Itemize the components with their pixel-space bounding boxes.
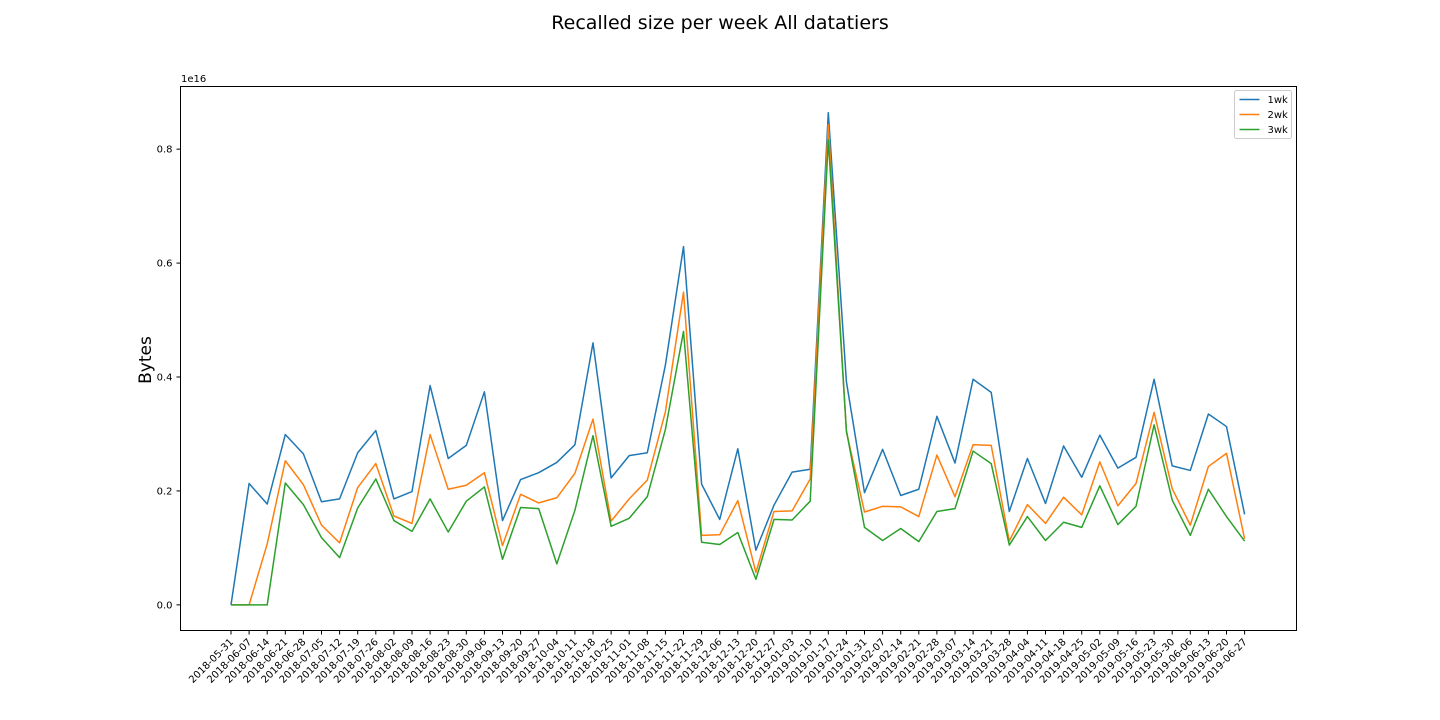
y-axis-label: Bytes — [136, 336, 156, 384]
y-axis-offset-label: 1e16 — [181, 74, 206, 85]
legend-label-3wk: 3wk — [1268, 125, 1289, 136]
y-tick-label: 0.0 — [157, 600, 173, 611]
series-line-1wk — [230, 111, 1246, 605]
y-tick-label: 0.4 — [157, 373, 173, 384]
y-tick-label: 0.8 — [157, 145, 173, 156]
legend-label-2wk: 2wk — [1268, 110, 1289, 121]
y-tick-label: 0.6 — [157, 259, 173, 270]
x-axis: 2018-05-312018-06-072018-06-142018-06-21… — [187, 630, 1250, 686]
plot-frame — [180, 86, 1297, 631]
y-axis: 0.0 0.2 0.4 0.6 0.8 — [157, 145, 181, 611]
series-layer — [230, 111, 1246, 606]
legend-label-1wk: 1wk — [1268, 95, 1289, 106]
legend: 1wk 2wk 3wk — [1234, 90, 1292, 139]
series-line-3wk — [231, 139, 1246, 606]
legend-box — [1234, 90, 1292, 139]
y-tick-label: 0.2 — [157, 486, 173, 497]
chart-title: Recalled size per week All datatiers — [551, 12, 888, 34]
